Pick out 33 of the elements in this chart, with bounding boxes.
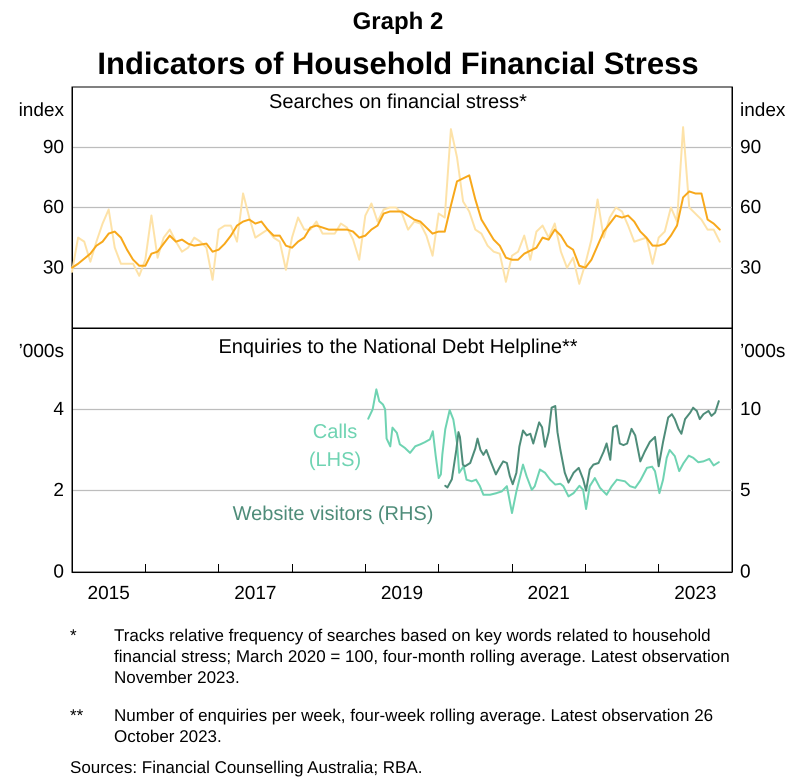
series-label: Calls (LHS) bbox=[308, 420, 362, 473]
y2-tick-label: 0 bbox=[740, 562, 751, 582]
x-tick-label: 2017 bbox=[234, 583, 276, 604]
line-series bbox=[71, 174, 721, 269]
y2-tick-label: 60 bbox=[740, 197, 762, 218]
text: ** Number of enquiries per week, four-week rolling average. Latest observation 26 October 2023. bbox=[70, 706, 714, 746]
y-axis-title: index bbox=[18, 100, 64, 121]
y-tick-label: 2 bbox=[53, 480, 64, 502]
text: * Tracks relative frequency of searches based on key words related to household financial stress; March 2020 = 100, four-month rolling average. Latest observation November 2023. bbox=[70, 626, 730, 687]
y2-axis-title: index bbox=[740, 100, 786, 121]
y-tick-label: 30 bbox=[42, 257, 64, 278]
series-label: Website visitors (RHS) bbox=[232, 502, 434, 527]
y-tick-label: 0 bbox=[53, 562, 64, 582]
line-series bbox=[71, 126, 721, 285]
y-tick-label: 4 bbox=[53, 398, 64, 420]
annotation: Searches on financial stress* bbox=[269, 91, 527, 113]
chart-title: Enquiries to the National Debt Helpline** bbox=[218, 336, 578, 358]
y2-tick-label: 30 bbox=[740, 257, 762, 278]
source-note: Sources: Financial Counselling Australia; RBA. bbox=[70, 757, 424, 778]
x-tick-label: 2021 bbox=[528, 583, 570, 604]
y-axis-title: ’000s bbox=[18, 341, 64, 362]
x-tick-label: 2023 bbox=[674, 583, 716, 604]
y2-tick-label: 10 bbox=[740, 398, 762, 420]
chart-title: Graph 2 bbox=[352, 8, 444, 36]
y2-axis-title: ’000s bbox=[740, 341, 786, 362]
y-tick-label: 90 bbox=[42, 136, 64, 158]
y2-tick-label: 5 bbox=[740, 480, 751, 502]
x-tick-label: 2015 bbox=[88, 583, 130, 604]
line-series bbox=[444, 400, 720, 492]
y-tick-label: 60 bbox=[42, 197, 64, 218]
chart-subtitle: Indicators of Household Financial Stress bbox=[96, 46, 700, 82]
y2-tick-label: 90 bbox=[740, 136, 762, 158]
x-tick-label: 2019 bbox=[380, 583, 424, 604]
